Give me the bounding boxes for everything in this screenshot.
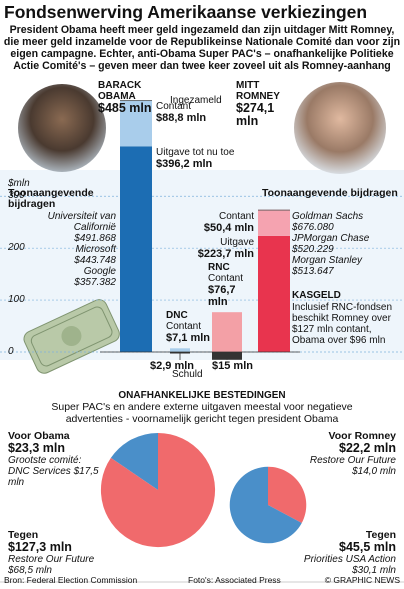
slice-note: Grootste comité: DNC Services $17,5 mln — [8, 455, 99, 488]
bar-total: $274,1 mln — [236, 101, 275, 128]
y-tick-label: 200 — [8, 242, 25, 254]
donor-list: Goldman Sachs $676.080 JPMorgan Chase $520.… — [292, 211, 402, 277]
segment-label: Contant $88,8 mln — [156, 101, 236, 124]
segment-value: $76,7 mln — [208, 284, 236, 309]
segment-name: Uitgave — [220, 236, 254, 248]
slice-value: $45,5 mln — [339, 540, 396, 554]
donor-amount: $513.647 — [292, 266, 334, 277]
y-tick-label: 100 — [8, 294, 25, 306]
spending-subtitle: Super PAC's en andere externe uitgaven m… — [51, 401, 353, 425]
bar-segment — [120, 100, 152, 147]
donor-name: Morgan Stanley — [292, 255, 363, 266]
bar-name: RNC — [208, 262, 230, 274]
segment-value: $223,7 mln — [197, 247, 254, 260]
slice-note: Restore Our Future $68,5 mln — [8, 554, 95, 576]
y-tick-label: 0 — [8, 346, 14, 357]
bar-header: MITT ROMNEY $274,1 mln — [236, 80, 296, 128]
bar-label: RNC Contant $76,7 mln — [208, 262, 258, 308]
slice-name: Voor Obama — [8, 430, 70, 442]
donor-amount: $491.868 — [74, 233, 116, 244]
slice-label: Tegen $45,5 mln Priorities USA Action $30,… — [300, 529, 396, 577]
segment-value: $50,4 mln — [203, 221, 254, 234]
slice-note: Priorities USA Action $30,1 mln — [303, 554, 396, 576]
debt-bar — [170, 352, 190, 354]
segment-name: Uitgave tot nu toe — [156, 147, 235, 159]
debt-value: $2,9 mln — [150, 360, 195, 372]
bar-total-mark — [120, 100, 152, 102]
donor-amount: $676.080 — [292, 222, 334, 233]
cash-text: Inclusief RNC-fondsen beschikt Romney ov… — [292, 302, 393, 346]
donors-left-title: Toonaangevende bijdragen — [8, 187, 94, 210]
money-bills — [23, 299, 120, 374]
bar-name: DNC — [166, 310, 188, 322]
slice-note: Restore Our Future $14,0 mln — [309, 455, 396, 477]
footer-photos: Foto's: Associated Press — [188, 575, 281, 585]
slice-name: Tegen — [8, 529, 39, 541]
bar-name: BARACK OBAMA — [98, 80, 142, 102]
bar-name: MITT ROMNEY — [236, 80, 280, 102]
slice-name: Voor Romney — [328, 430, 396, 442]
pie-slice — [110, 432, 158, 490]
donor-name: Microsoft — [75, 244, 116, 255]
obama-photo — [18, 84, 106, 172]
bar-total-mark — [258, 209, 290, 211]
slice-label: Tegen $127,3 mln Restore Our Future $68,5 … — [8, 529, 104, 577]
donor-name: JPMorgan Chase — [292, 233, 370, 244]
title: Fondsenwerving Amerikaanse verkiezingen — [4, 2, 368, 22]
subtitle: President Obama heeft meer geld ingezame… — [3, 24, 401, 72]
bar-label: DNC Contant $7,1 mln — [166, 310, 216, 344]
slice-name: Tegen — [365, 529, 396, 541]
donor-amount: $443.748 — [74, 255, 116, 266]
segment-name: Contant — [218, 210, 254, 222]
segment-name: Contant — [166, 321, 202, 333]
y-axis-label: $mln — [8, 178, 30, 189]
debt-value: $15 mln — [212, 360, 253, 372]
bar-segment — [258, 209, 290, 236]
footer-credit: © GRAPHIC NEWS — [324, 575, 400, 585]
bar-segment — [170, 348, 190, 352]
pie-slice — [229, 466, 302, 544]
pie-slice — [268, 466, 307, 523]
segment-label: Uitgave tot nu toe $396,2 mln — [156, 147, 236, 170]
bar-segment — [258, 235, 290, 352]
bar-segment — [212, 312, 242, 352]
debt-bar — [212, 352, 242, 360]
slice-value: $127,3 mln — [8, 540, 72, 554]
segment-name: Contant — [156, 101, 192, 113]
spending-title: ONAFHANKELIJKE BESTEDINGEN — [118, 390, 286, 401]
pie-slice — [100, 432, 216, 548]
slice-label: Voor Obama $23,3 mln Grootste comité: DNC … — [8, 430, 104, 489]
slice-value: $22,2 mln — [339, 441, 396, 455]
slice-value: $23,3 mln — [8, 441, 65, 455]
raised-label: Ingezameld — [170, 95, 222, 106]
donors-right-title: Toonaangevende bijdragen — [262, 187, 398, 199]
romney-photo — [294, 82, 386, 174]
debt-title: Schuld — [172, 369, 203, 380]
donor-name: Universiteit van Californië — [47, 211, 116, 233]
segment-value: $7,1 mln — [166, 332, 211, 345]
donor-list: Universiteit van Californië $491.868 Micro… — [40, 211, 116, 288]
slice-label: Voor Romney $22,2 mln Restore Our Future $… — [300, 430, 396, 478]
segment-value: $396,2 mln — [156, 158, 213, 171]
segment-value: $88,8 mln — [156, 112, 207, 125]
donor-name: Goldman Sachs — [292, 211, 364, 222]
segment-label: Uitgave $223,7 mln — [164, 237, 254, 260]
donor-name: Google — [83, 266, 116, 277]
donor-amount: $357.382 — [74, 277, 116, 288]
bar-segment — [120, 146, 152, 352]
bar-header: BARACK OBAMA $485 mln — [98, 80, 178, 115]
segment-label: Contant $50,4 mln — [164, 211, 254, 234]
y-tick-label: 300 — [8, 190, 25, 202]
donor-amount: $520.229 — [292, 244, 334, 255]
cash-title: KASGELD — [292, 290, 341, 301]
segment-name: Contant — [208, 273, 244, 285]
footer-source: Bron: Federal Election Commission — [4, 575, 138, 585]
bar-total: $485 mln — [98, 101, 152, 115]
